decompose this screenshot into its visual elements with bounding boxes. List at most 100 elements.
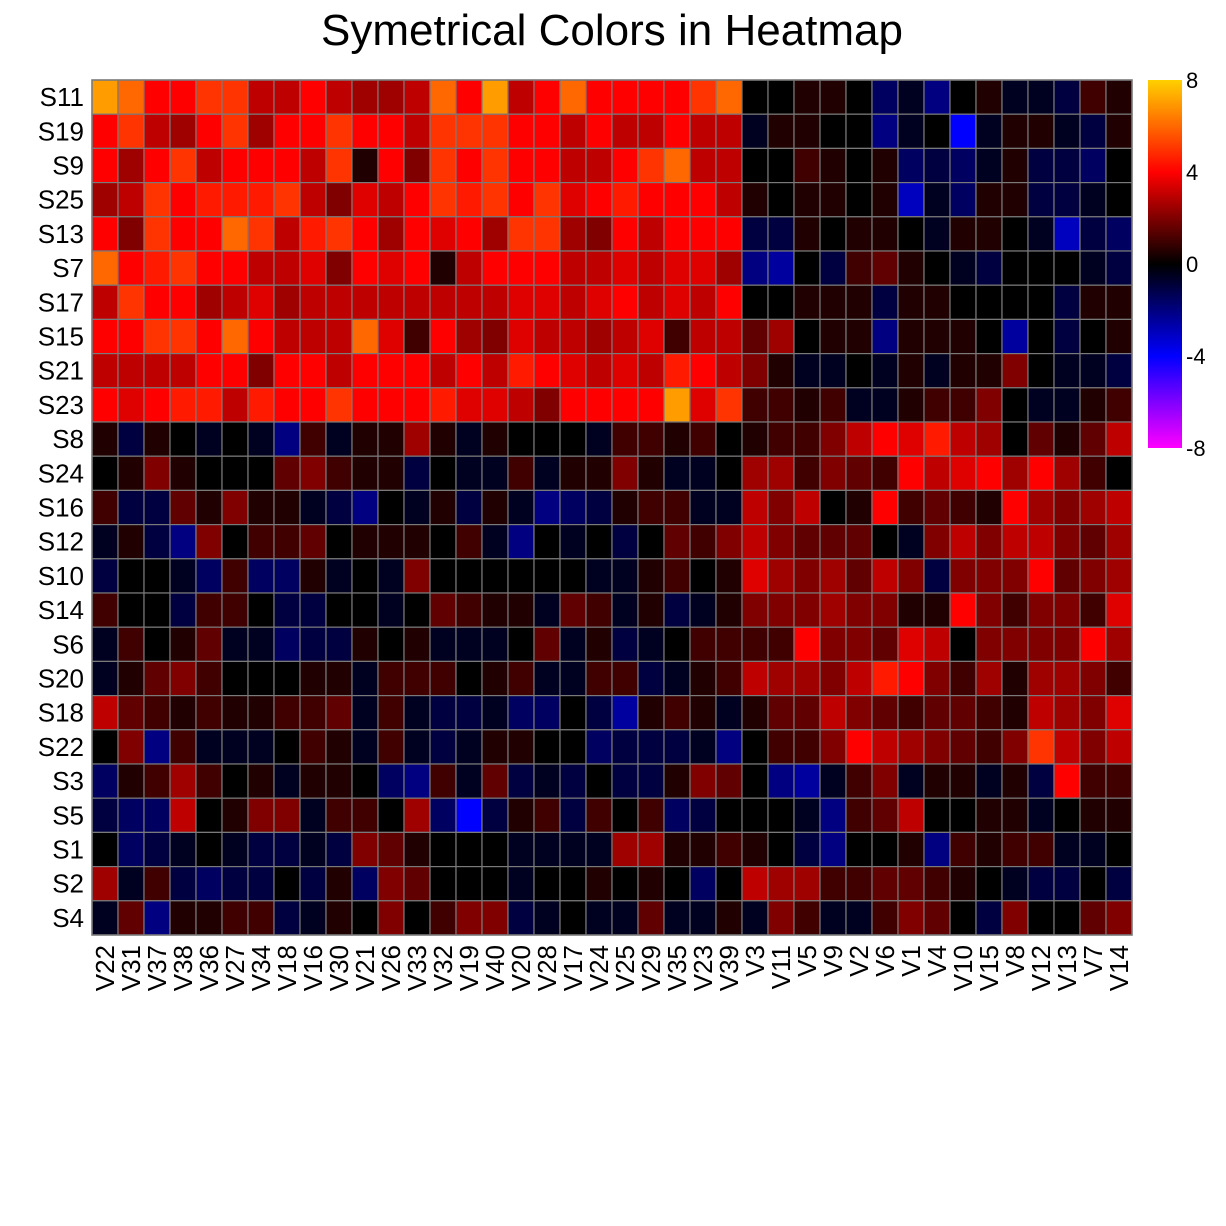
column-label: V31 [116,945,146,991]
heatmap-cell [91,729,119,765]
heatmap-cell [663,660,691,697]
heatmap-cell [663,79,691,115]
heatmap-cell [169,523,197,560]
heatmap-cell [975,694,1003,731]
heatmap-cell [689,865,717,902]
heatmap-cell [663,489,691,526]
heatmap-cell [429,763,457,799]
heatmap-cell [559,626,587,663]
heatmap-cell [1001,558,1029,594]
heatmap-cell [741,797,769,834]
heatmap-cell [637,216,665,252]
heatmap-cell [663,558,691,594]
column-label: V6 [870,945,900,977]
heatmap-cell [533,216,561,252]
heatmap-cell [143,729,171,765]
heatmap-cell [897,592,925,628]
heatmap-cell [975,387,1003,423]
heatmap-cell [611,694,639,731]
heatmap-cell [299,250,327,286]
heatmap-cell [585,284,613,321]
heatmap-cell [1079,318,1107,355]
heatmap-cell [975,113,1003,149]
heatmap-cell [845,660,873,697]
heatmap-cell [715,353,743,389]
heatmap-cell [845,250,873,286]
heatmap-cell [689,660,717,697]
heatmap-cell [1001,147,1029,184]
heatmap-cell [1079,660,1107,697]
heatmap-cell [1027,147,1055,184]
heatmap-cell [1105,865,1133,902]
heatmap-cell [871,592,899,628]
heatmap-cell [351,387,379,423]
heatmap-cell [637,318,665,355]
heatmap-cell [1053,318,1081,355]
column-label: V15 [974,945,1004,991]
heatmap-cell [1105,489,1133,526]
heatmap-cell [429,353,457,389]
heatmap-cell [871,216,899,252]
heatmap-cell [585,831,613,868]
heatmap-cell [221,865,249,902]
heatmap-cell [325,284,353,321]
heatmap-cell [793,694,821,731]
heatmap-cell [663,387,691,423]
heatmap-cell [143,558,171,594]
heatmap-cell [429,865,457,902]
heatmap-cell [1027,284,1055,321]
heatmap-cell [793,353,821,389]
heatmap-cell [637,421,665,457]
heatmap-cell [689,182,717,218]
heatmap-cell [741,216,769,252]
heatmap-cell [767,865,795,902]
heatmap-cell [819,831,847,868]
heatmap-cell [767,626,795,663]
heatmap-cell [169,797,197,834]
column-label: V39 [714,945,744,991]
heatmap-cell [533,763,561,799]
heatmap-cell [1001,797,1029,834]
heatmap-cell [273,250,301,286]
heatmap-cell [455,250,483,286]
heatmap-cell [91,831,119,868]
row-label: S8 [52,424,84,454]
heatmap-cell [91,421,119,457]
heatmap-cell [247,558,275,594]
heatmap-cell [715,421,743,457]
heatmap-cell [1001,216,1029,252]
heatmap-cell [299,216,327,252]
column-label: V30 [324,945,354,991]
row-label: S21 [38,356,84,386]
heatmap-cell [533,660,561,697]
heatmap-cell [195,147,223,184]
heatmap-cell [455,489,483,526]
heatmap-cell [845,797,873,834]
heatmap-cell [975,558,1003,594]
heatmap-cell [91,865,119,902]
heatmap-cell [299,284,327,321]
heatmap-cell [507,797,535,834]
heatmap-cell [351,865,379,902]
heatmap-cell [741,284,769,321]
heatmap-cell [923,182,951,218]
heatmap-cell [377,318,405,355]
heatmap-cell [247,763,275,799]
heatmap-cell [559,763,587,799]
heatmap-cell [169,250,197,286]
heatmap-cell [637,147,665,184]
heatmap-cell [663,626,691,663]
heatmap-cell [767,729,795,765]
heatmap-cell [663,353,691,389]
legend-tick-label: 8 [1186,68,1198,93]
heatmap-cell [897,182,925,218]
heatmap-cell [1105,421,1133,457]
heatmap-cell [351,831,379,868]
heatmap-cell [1105,455,1133,492]
heatmap-cell [689,79,717,115]
heatmap-cell [143,831,171,868]
heatmap-cell [845,489,873,526]
heatmap-cell [975,353,1003,389]
heatmap-cell [897,387,925,423]
heatmap-cell [325,558,353,594]
